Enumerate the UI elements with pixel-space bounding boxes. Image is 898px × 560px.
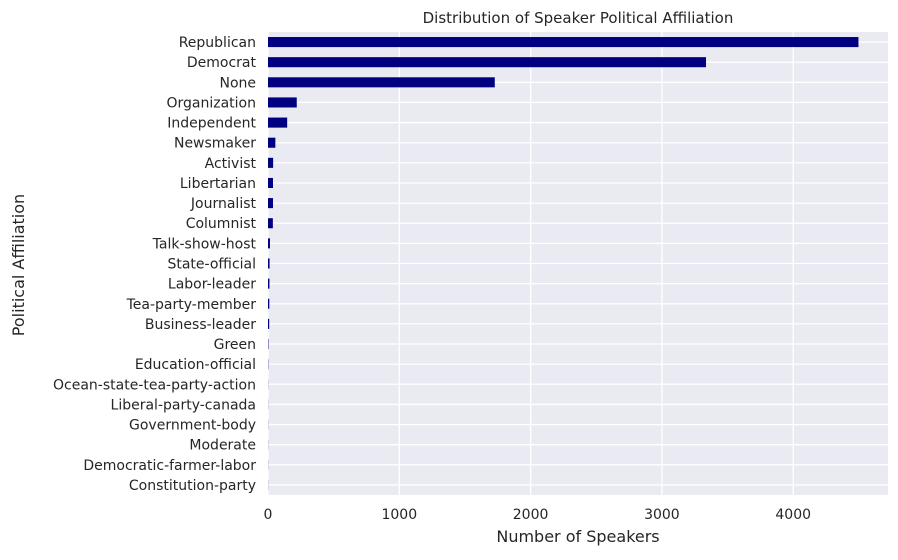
y-tick-label: Independent — [167, 116, 256, 132]
y-tick-label: Democrat — [187, 55, 257, 71]
y-tick-label: Talk-show-host — [152, 236, 257, 252]
y-tick-label: State-official — [167, 257, 256, 273]
y-tick-labels: Republican Democrat None Organization Indepe… — [53, 35, 256, 494]
bar-talk-show-host — [268, 238, 270, 248]
bar-state-official — [268, 258, 270, 268]
y-tick-label: Organization — [166, 95, 256, 111]
y-tick-label: Moderate — [189, 438, 256, 454]
bar-libertarian — [268, 178, 273, 188]
bar-newsmaker — [268, 138, 275, 148]
bar-democrat — [268, 57, 706, 67]
y-tick-label: Labor-leader — [168, 277, 256, 293]
y-tick-label: Journalist — [190, 196, 257, 212]
bar-organization — [268, 97, 297, 107]
bar-none — [268, 77, 495, 87]
y-tick-label: Green — [214, 337, 256, 353]
bar-activist — [268, 158, 273, 168]
x-axis-label: Number of Speakers — [496, 527, 659, 546]
y-tick-label: Liberal-party-canada — [111, 397, 256, 413]
y-tick-label: Columnist — [186, 216, 257, 232]
bar-journalist — [268, 198, 273, 208]
bar-republican — [268, 37, 858, 47]
y-tick-label: Ocean-state-tea-party-action — [53, 377, 256, 393]
y-tick-label: Republican — [179, 35, 256, 51]
y-tick-label: Libertarian — [180, 176, 256, 192]
x-tick-label: 4000 — [775, 507, 811, 523]
x-tick-labels: 0 1000 2000 3000 4000 — [264, 507, 811, 523]
chart-title: Distribution of Speaker Political Affili… — [423, 9, 734, 27]
x-tick-label: 3000 — [644, 507, 680, 523]
y-tick-label: Newsmaker — [174, 136, 256, 152]
y-tick-label: Constitution-party — [129, 478, 256, 494]
x-tick-label: 2000 — [513, 507, 549, 523]
y-tick-label: Education-official — [135, 357, 256, 373]
y-axis-label: Political Affiliation — [9, 194, 28, 336]
x-tick-label: 0 — [264, 507, 273, 523]
y-tick-label: Business-leader — [145, 317, 256, 333]
y-tick-label: Government-body — [129, 418, 256, 434]
bar-business-leader — [268, 319, 269, 329]
bar-labor-leader — [268, 279, 269, 289]
y-tick-label: Activist — [205, 156, 257, 172]
bar-independent — [268, 118, 287, 128]
bar-columnist — [268, 218, 273, 228]
y-tick-label: None — [219, 75, 256, 91]
y-tick-label: Democratic-farmer-labor — [83, 458, 256, 474]
bar-tea-party-member — [268, 299, 269, 309]
x-tick-label: 1000 — [381, 507, 417, 523]
y-tick-label: Tea-party-member — [126, 297, 257, 313]
